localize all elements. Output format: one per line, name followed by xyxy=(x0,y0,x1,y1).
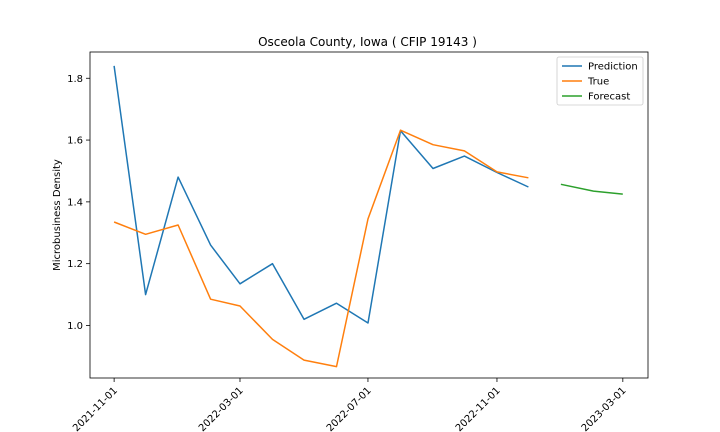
x-tick-label: 2022-11-01 xyxy=(454,385,503,432)
x-tick-label: 2023-03-01 xyxy=(580,385,629,432)
plot-area xyxy=(113,65,623,368)
y-tick-label: 1.8 xyxy=(67,74,83,85)
y-tick-label: 1.0 xyxy=(67,321,83,332)
series-line-forecast xyxy=(560,183,623,195)
series-line-prediction xyxy=(113,65,529,324)
y-axis-label: Microbusiness Density xyxy=(52,159,63,271)
series-line-true xyxy=(113,129,529,368)
y-tick-label: 1.6 xyxy=(67,136,83,147)
y-axis: 1.0 1.2 1.4 1.6 1.8 xyxy=(67,74,90,332)
x-tick-label: 2021-11-01 xyxy=(71,385,120,432)
x-tick-label: 2022-03-01 xyxy=(197,385,246,432)
chart-title: Osceola County, Iowa ( CFIP 19143 ) xyxy=(258,35,477,49)
legend: Prediction True Forecast xyxy=(556,56,644,106)
legend-label-forecast: Forecast xyxy=(588,92,630,103)
y-tick-label: 1.4 xyxy=(67,197,83,208)
x-tick-label: 2022-07-01 xyxy=(325,385,374,432)
legend-label-true: True xyxy=(587,77,609,88)
plot-frame xyxy=(89,51,649,379)
legend-box xyxy=(556,56,644,106)
x-axis: 2021-11-01 2022-03-01 2022-07-01 2022-11-01… xyxy=(71,378,629,432)
y-tick-label: 1.2 xyxy=(67,259,83,270)
legend-label-prediction: Prediction xyxy=(588,62,638,73)
